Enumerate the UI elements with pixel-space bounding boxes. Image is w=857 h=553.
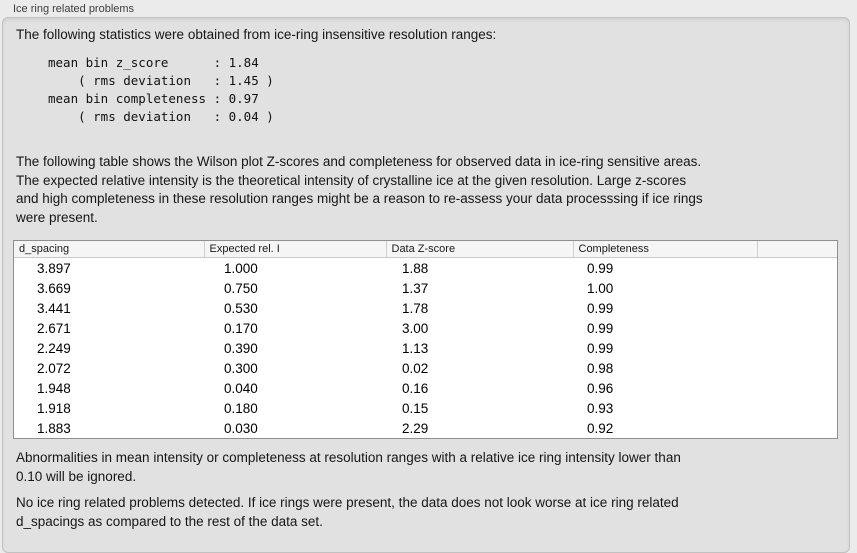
table-cell: 3.669 — [37, 280, 71, 296]
column-header-d-spacing[interactable]: d_spacing — [14, 241, 204, 258]
table-cell: 0.390 — [224, 340, 258, 356]
table-intro-text: The following table shows the Wilson plo… — [16, 154, 703, 225]
table-row[interactable]: 2.671 0.170 3.00 0.99 — [14, 318, 837, 338]
table-row[interactable]: 2.072 0.300 0.02 0.98 — [14, 358, 837, 378]
table-row[interactable]: 1.918 0.180 0.15 0.93 — [14, 398, 837, 418]
table-cell: 0.040 — [224, 380, 258, 396]
table-cell: 0.530 — [224, 300, 258, 316]
table-cell: 0.99 — [587, 300, 614, 316]
table-cell: 0.99 — [587, 260, 614, 276]
table-cell — [757, 378, 837, 398]
table-row[interactable]: 1.883 0.030 2.29 0.92 — [14, 418, 837, 438]
table-cell — [757, 418, 837, 438]
table-cell: 0.16 — [402, 380, 429, 396]
table-cell: 3.441 — [37, 300, 71, 316]
table-row[interactable]: 1.948 0.040 0.16 0.96 — [14, 378, 837, 398]
table-cell: 0.15 — [402, 400, 429, 416]
table-cell: 0.98 — [587, 360, 614, 376]
table-cell: 0.99 — [587, 320, 614, 336]
table-cell: 1.00 — [587, 280, 614, 296]
table-cell — [757, 318, 837, 338]
table-body: 3.897 1.000 1.88 0.99 3.669 0.750 1.37 1.00 3.44… — [14, 258, 837, 439]
table-cell — [757, 258, 837, 279]
table-cell: 0.300 — [224, 360, 258, 376]
table-cell: 0.750 — [224, 280, 258, 296]
table-header-row: d_spacing Expected rel. I Data Z-score C… — [14, 241, 837, 258]
table-cell: 0.92 — [587, 420, 614, 436]
table-cell: 2.249 — [37, 340, 71, 356]
column-header-data-z-score[interactable]: Data Z-score — [385, 241, 573, 258]
table-cell — [757, 338, 837, 358]
table-cell: 1.13 — [402, 340, 429, 356]
column-header-completeness[interactable]: Completeness — [572, 241, 757, 258]
table-cell: 0.180 — [224, 400, 258, 416]
table-cell: 1.78 — [402, 300, 429, 316]
table-cell: 0.02 — [402, 360, 429, 376]
table-cell: 0.170 — [224, 320, 258, 336]
table-cell — [757, 298, 837, 318]
table-row[interactable]: 3.897 1.000 1.88 0.99 — [14, 258, 837, 279]
table-cell: 2.671 — [37, 320, 71, 336]
table-row[interactable]: 2.249 0.390 1.13 0.99 — [14, 338, 837, 358]
table-cell: 2.29 — [402, 420, 429, 436]
table-cell: 1.88 — [402, 260, 429, 276]
table-cell: 2.072 — [37, 360, 71, 376]
table-cell: 1.883 — [37, 420, 71, 436]
column-header-expected-rel-i[interactable]: Expected rel. I — [203, 241, 386, 258]
table-row[interactable]: 3.669 0.750 1.37 1.00 — [14, 278, 837, 298]
table-cell: 0.030 — [224, 420, 258, 436]
stats-summary-block: mean bin z_score : 1.84 ( rms deviation … — [48, 55, 274, 124]
table-cell: 1.000 — [224, 260, 258, 276]
table-cell — [757, 278, 837, 298]
table-cell: 0.93 — [587, 400, 614, 416]
table-cell: 0.96 — [587, 380, 614, 396]
column-header-empty — [756, 241, 837, 258]
table-cell — [757, 358, 837, 378]
stats-intro-text: The following statistics were obtained f… — [16, 27, 497, 42]
table-cell: 1.918 — [37, 400, 71, 416]
table-cell: 3.897 — [37, 260, 71, 276]
ice-ring-table: d_spacing Expected rel. I Data Z-score C… — [13, 240, 838, 439]
table-cell: 3.00 — [402, 320, 429, 336]
table-row[interactable]: 3.441 0.530 1.78 0.99 — [14, 298, 837, 318]
table-cell: 1.37 — [402, 280, 429, 296]
table-cell — [757, 398, 837, 418]
ice-ring-data-table: d_spacing Expected rel. I Data Z-score C… — [14, 241, 837, 438]
table-cell: 1.948 — [37, 380, 71, 396]
ignore-note-text: Abnormalities in mean intensity or compl… — [16, 450, 681, 484]
conclusion-text: No ice ring related problems detected. I… — [16, 495, 679, 529]
panel-title: Ice ring related problems — [13, 3, 135, 15]
table-cell: 0.99 — [587, 340, 614, 356]
